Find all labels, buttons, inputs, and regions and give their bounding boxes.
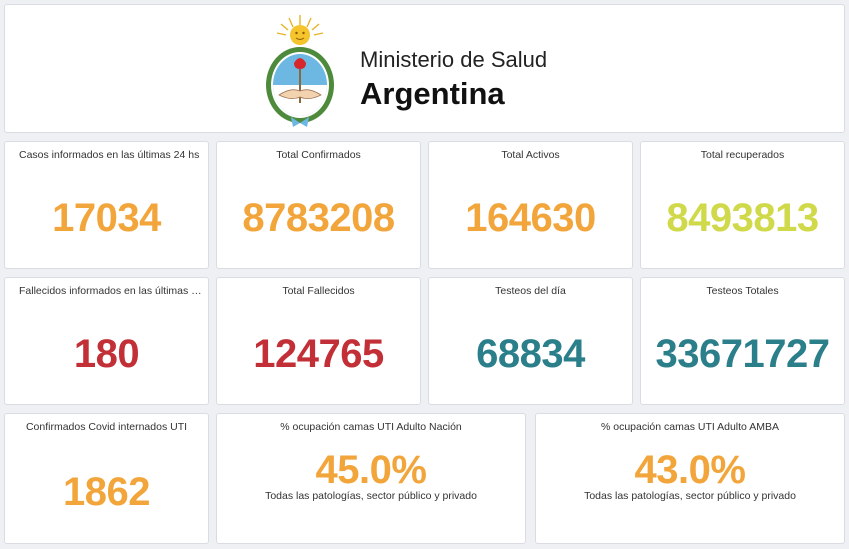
- card-label: Testeos del día: [495, 285, 566, 297]
- card-icu-amba: % ocupación camas UTI Adulto AMBA 43.0% …: [535, 413, 845, 544]
- card-label: Total recuperados: [700, 149, 785, 161]
- country-name: Argentina: [360, 76, 505, 111]
- header-banner: Ministerio de Salud Argentina: [4, 4, 845, 133]
- card-label: Confirmados Covid internados UTI: [25, 421, 188, 433]
- coat-of-arms-logo: [261, 11, 339, 129]
- ministry-name: Ministerio de Salud: [360, 47, 548, 72]
- card-note: Todas las patologías, sector público y p…: [265, 490, 477, 502]
- card-value: 164630: [465, 196, 596, 240]
- card-value: 68834: [476, 332, 585, 376]
- card-note: Todas las patologías, sector público y p…: [584, 490, 796, 502]
- card-label: Fallecidos informados en las últimas 24 …: [19, 285, 202, 297]
- card-icu-confirmed: Confirmados Covid internados UTI 1862: [4, 413, 209, 544]
- card-label: Casos informados en las últimas 24 hs: [19, 149, 200, 161]
- card-value: 8493813: [666, 196, 819, 240]
- card-tests-total: Testeos Totales 33671727: [640, 277, 845, 405]
- card-value: 45.0%: [315, 448, 427, 492]
- card-label: % ocupación camas UTI Adulto Nación: [280, 421, 462, 433]
- card-icu-nation: % ocupación camas UTI Adulto Nación 45.0…: [216, 413, 526, 544]
- card-label: Total Confirmados: [276, 149, 361, 161]
- card-cases-24h: Casos informados en las últimas 24 hs 17…: [4, 141, 209, 269]
- card-deaths-24h: Fallecidos informados en las últimas 24 …: [4, 277, 209, 405]
- card-value: 17034: [52, 196, 161, 240]
- card-total-recovered: Total recuperados 8493813: [640, 141, 845, 269]
- card-label: Total Fallecidos: [282, 285, 355, 297]
- card-tests-day: Testeos del día 68834: [428, 277, 633, 405]
- card-total-confirmed: Total Confirmados 8783208: [216, 141, 421, 269]
- card-label: Total Activos: [501, 149, 560, 161]
- card-label: Testeos Totales: [706, 285, 779, 297]
- card-value: 8783208: [242, 196, 395, 240]
- card-value: 124765: [253, 332, 384, 376]
- card-label: % ocupación camas UTI Adulto AMBA: [600, 421, 779, 433]
- card-value: 1862: [63, 470, 150, 514]
- card-total-deaths: Total Fallecidos 124765: [216, 277, 421, 405]
- card-total-active: Total Activos 164630: [428, 141, 633, 269]
- card-value: 33671727: [655, 332, 830, 376]
- card-value: 180: [73, 332, 140, 376]
- card-value: 43.0%: [634, 448, 746, 492]
